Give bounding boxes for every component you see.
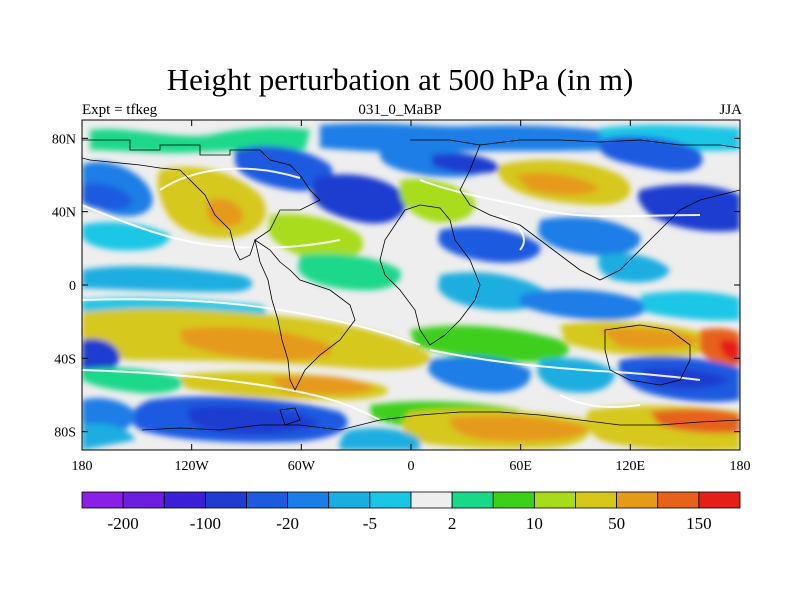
x-tick-label: 120E — [616, 459, 646, 474]
colorbar-label: -5 — [363, 514, 377, 533]
colorbar-label: 150 — [686, 514, 712, 533]
colorbar-box — [657, 491, 700, 509]
colorbar-label: -200 — [108, 514, 139, 533]
colorbar-box — [451, 491, 494, 509]
colorbar-label: 2 — [448, 514, 457, 533]
x-tick-label: 120W — [175, 459, 210, 474]
colorbar-box — [369, 491, 412, 509]
colorbar-box — [698, 491, 741, 509]
coastlines — [82, 139, 740, 431]
y-tick-label: 40S — [54, 352, 76, 367]
x-axis: 180 120W 60W 0 60E 120E 180 — [72, 120, 751, 474]
colorbar-label: -20 — [276, 514, 299, 533]
colorbar-box — [328, 491, 371, 509]
y-tick-label: 80N — [52, 132, 76, 147]
plot-title: Height perturbation at 500 hPa (in m) — [166, 62, 634, 97]
colorbar-box — [410, 491, 453, 509]
colorbar-label: 50 — [608, 514, 625, 533]
run-label: 031_0_MaBP — [358, 102, 442, 118]
colorbar-box — [492, 491, 535, 509]
x-tick-label: 0 — [408, 459, 415, 474]
y-tick-label: 0 — [69, 279, 76, 294]
colorbar-box — [616, 491, 659, 509]
colorbar-box — [81, 491, 124, 509]
colorbar-box — [204, 491, 247, 509]
y-tick-label: 40N — [52, 206, 76, 221]
x-tick-label: 60W — [288, 459, 316, 474]
y-axis: 80N 40N 0 40S 80S — [52, 132, 740, 441]
y-tick-label: 80S — [54, 426, 76, 441]
colorbar-box — [575, 491, 618, 509]
colorbar-box — [246, 491, 289, 509]
colorbar-box — [533, 491, 576, 509]
colorbar-box — [163, 491, 206, 509]
experiment-label: Expt = tfkeg — [82, 102, 158, 118]
x-tick-label: 180 — [72, 459, 93, 474]
colorbar-box — [122, 491, 165, 509]
colorbar: -200 -100 -20 -5 2 10 50 150 — [81, 491, 741, 533]
x-tick-label: 60E — [509, 459, 532, 474]
contour-lines — [82, 167, 701, 421]
colorbar-box — [287, 491, 330, 509]
contour-field — [82, 120, 740, 450]
colorbar-label: 10 — [526, 514, 543, 533]
colorbar-label: -100 — [190, 514, 221, 533]
season-label: JJA — [719, 102, 742, 118]
x-tick-label: 180 — [730, 459, 751, 474]
